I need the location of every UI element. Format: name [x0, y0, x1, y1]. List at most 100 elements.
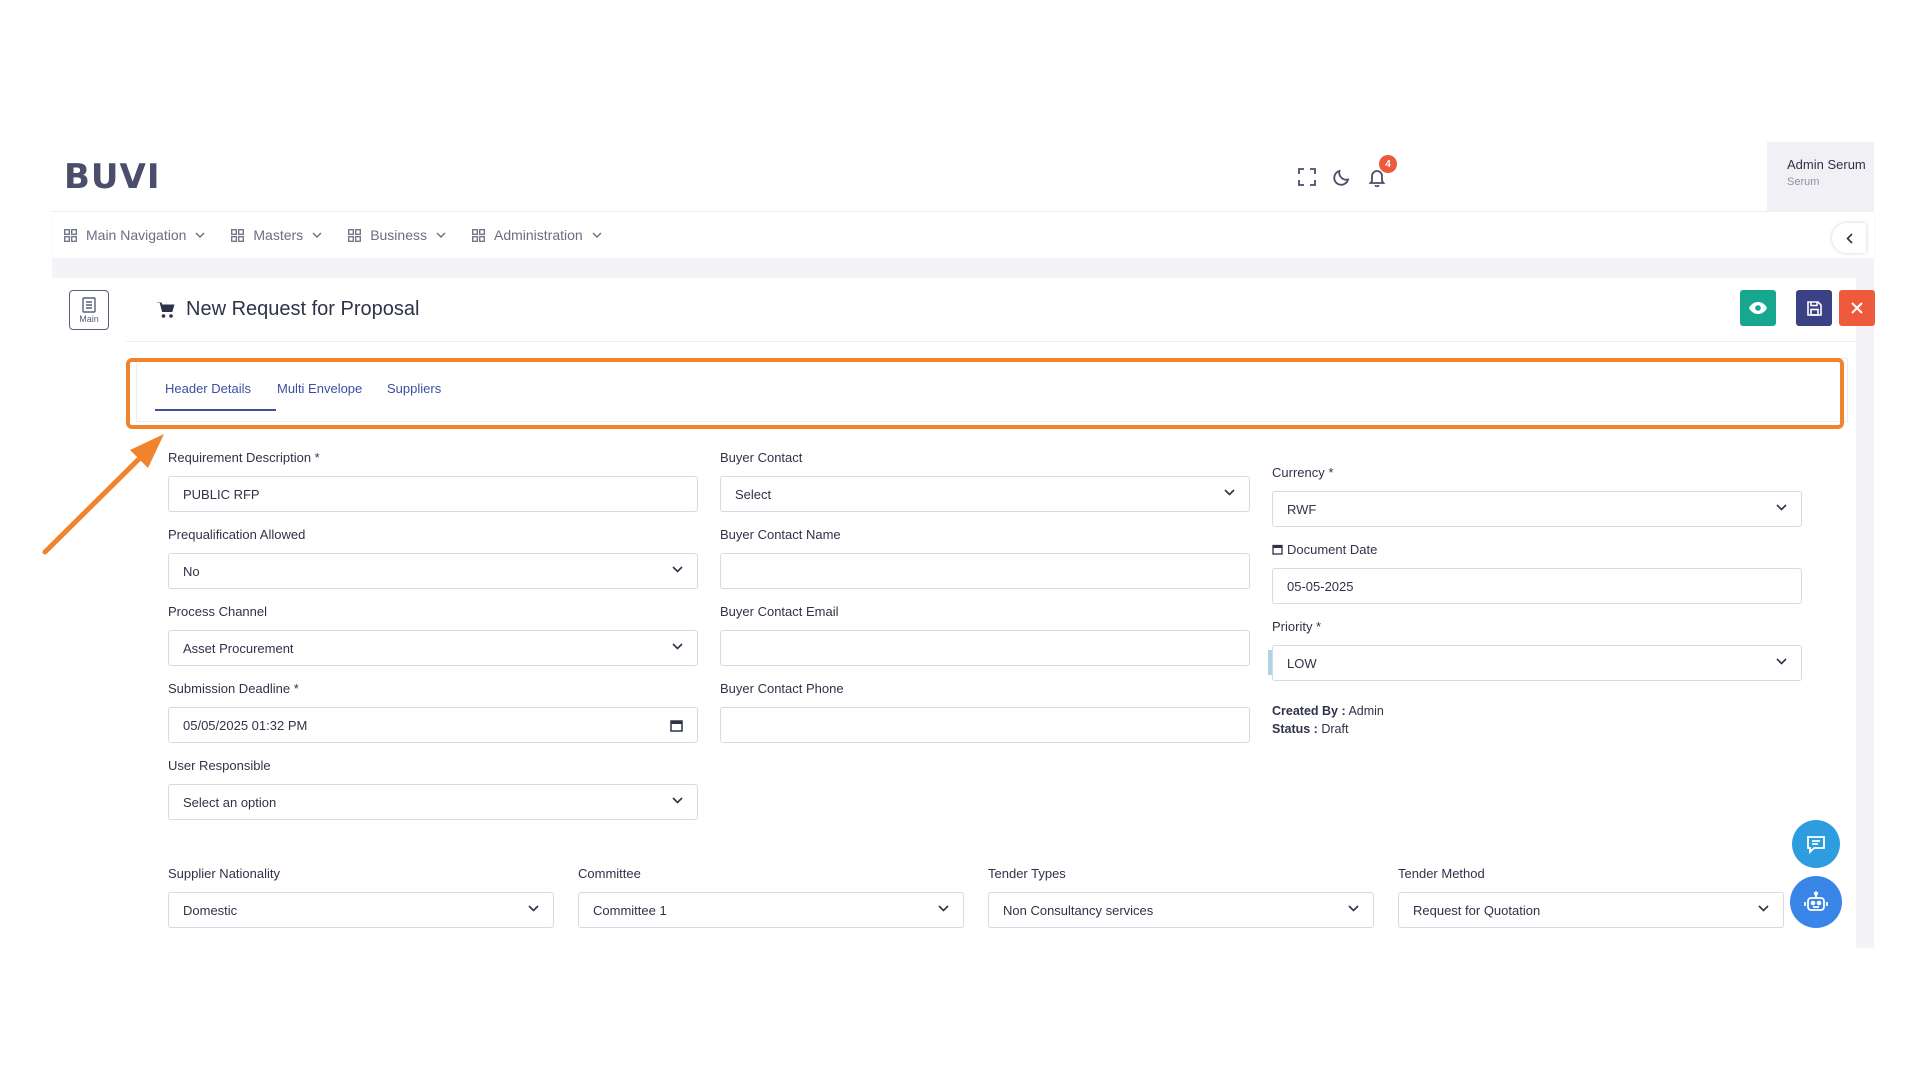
chat-button[interactable] — [1792, 820, 1840, 868]
label-prequalification: Prequalification Allowed — [168, 527, 306, 542]
currency-select[interactable]: RWF — [1272, 491, 1802, 527]
side-rail — [52, 278, 126, 948]
select-value: No — [183, 563, 200, 579]
requirement-description-input[interactable]: PUBLIC RFP — [168, 476, 698, 512]
arrow-annotation — [42, 434, 164, 555]
app-window: BUVI 4 Admin Serum Serum Main Navigation — [52, 142, 1890, 948]
chevron-down-icon — [672, 643, 683, 650]
label-tender-types: Tender Types — [988, 866, 1066, 881]
submission-deadline-input[interactable]: 05/05/2025 01:32 PM — [168, 707, 698, 743]
assistant-bot-button[interactable] — [1790, 876, 1842, 928]
sidebar-collapse-button[interactable] — [1832, 223, 1866, 253]
nav-main-navigation[interactable]: Main Navigation — [64, 227, 205, 243]
calendar-icon[interactable] — [670, 719, 683, 732]
label-buyer-contact: Buyer Contact — [720, 450, 803, 465]
eye-icon — [1749, 302, 1767, 314]
chevron-down-icon — [528, 905, 539, 912]
chevron-down-icon — [672, 797, 683, 804]
notification-badge: 4 — [1379, 155, 1397, 173]
user-name: Admin Serum — [1787, 157, 1866, 172]
nav-label: Masters — [253, 227, 304, 243]
grid-icon — [231, 228, 245, 242]
label-buyer-contact-email: Buyer Contact Email — [720, 604, 839, 619]
created-by-info: Created By : Admin — [1272, 704, 1384, 718]
label-process-channel: Process Channel — [168, 604, 267, 619]
cart-icon — [156, 301, 175, 318]
buyer-contact-email-input[interactable] — [720, 630, 1250, 666]
nav-label: Administration — [494, 227, 583, 243]
chevron-down-icon — [1776, 658, 1787, 665]
label-committee: Committee — [578, 866, 641, 881]
label-buyer-contact-phone: Buyer Contact Phone — [720, 681, 844, 696]
title-bar: New Request for Proposal — [126, 278, 1875, 342]
input-value: 05/05/2025 01:32 PM — [183, 717, 308, 733]
brand-logo[interactable]: BUVI — [64, 157, 161, 197]
tab-header-details[interactable]: Header Details — [165, 381, 251, 396]
chevron-down-icon — [312, 232, 322, 238]
label-submission-deadline: Submission Deadline * — [168, 681, 299, 696]
select-value: Select an option — [183, 794, 277, 810]
nav-label: Main Navigation — [86, 227, 187, 243]
user-responsible-select[interactable]: Select an option — [168, 784, 698, 820]
tender-method-select[interactable]: Request for Quotation — [1398, 892, 1784, 928]
moon-icon[interactable] — [1329, 164, 1355, 190]
input-value: PUBLIC RFP — [183, 486, 260, 502]
input-value: 05-05-2025 — [1287, 578, 1354, 594]
chevron-down-icon — [938, 905, 949, 912]
nav-administration[interactable]: Administration — [472, 227, 602, 243]
save-button[interactable] — [1796, 290, 1832, 326]
form-panel: New Request for Proposal Header Details … — [126, 278, 1875, 948]
process-channel-select[interactable]: Asset Procurement — [168, 630, 698, 666]
chevron-down-icon — [592, 232, 602, 238]
tab-multi-envelope[interactable]: Multi Envelope — [277, 381, 363, 396]
label-tender-method: Tender Method — [1398, 866, 1485, 881]
buyer-contact-name-input[interactable] — [720, 553, 1250, 589]
status-label: Status : — [1272, 722, 1318, 736]
preview-button[interactable] — [1740, 290, 1776, 326]
grid-icon — [472, 228, 485, 242]
main-module-label: Main — [79, 313, 99, 324]
select-value: Request for Quotation — [1413, 902, 1541, 918]
document-date-input[interactable]: 05-05-2025 — [1272, 568, 1802, 604]
created-by-label: Created By : — [1272, 704, 1346, 718]
tab-suppliers[interactable]: Suppliers — [387, 381, 442, 396]
select-value: Non Consultancy services — [1003, 902, 1154, 918]
main-module-button[interactable]: Main — [69, 290, 109, 330]
buyer-contact-phone-input[interactable] — [720, 707, 1250, 743]
user-menu[interactable]: Admin Serum Serum — [1767, 142, 1874, 212]
prequalification-select[interactable]: No — [168, 553, 698, 589]
select-value: Asset Procurement — [183, 640, 294, 656]
user-role: Serum — [1787, 176, 1820, 188]
buyer-contact-select[interactable]: Select — [720, 476, 1250, 512]
select-value: RWF — [1287, 501, 1317, 517]
chevron-down-icon — [195, 232, 205, 238]
select-value: Domestic — [183, 902, 238, 918]
nav-business[interactable]: Business — [348, 227, 446, 243]
main-navbar: Main Navigation Masters Business Adminis… — [52, 212, 1874, 258]
tabs-bar: Header Details Multi Envelope Suppliers — [136, 358, 1848, 422]
committee-select[interactable]: Committee 1 — [578, 892, 964, 928]
chat-icon — [1807, 835, 1825, 854]
page-title: New Request for Proposal — [156, 298, 419, 321]
robot-icon — [1804, 891, 1828, 911]
chevron-down-icon — [1348, 905, 1359, 912]
close-icon — [1851, 302, 1863, 314]
tender-types-select[interactable]: Non Consultancy services — [988, 892, 1374, 928]
close-button[interactable] — [1839, 290, 1875, 326]
top-header: BUVI 4 Admin Serum Serum — [52, 142, 1874, 212]
label-buyer-contact-name: Buyer Contact Name — [720, 527, 841, 542]
document-icon — [82, 296, 96, 313]
save-icon — [1806, 300, 1822, 316]
priority-select[interactable]: LOW — [1272, 645, 1802, 681]
label-priority: Priority * — [1272, 619, 1322, 634]
label-document-date: Document Date — [1272, 542, 1377, 557]
nav-masters[interactable]: Masters — [231, 227, 322, 243]
bell-icon[interactable]: 4 — [1364, 155, 1397, 190]
fullscreen-icon[interactable] — [1294, 164, 1320, 190]
supplier-nationality-select[interactable]: Domestic — [168, 892, 554, 928]
select-value: Committee 1 — [593, 902, 667, 918]
grid-icon — [348, 228, 362, 242]
chevron-left-icon — [1845, 232, 1853, 244]
chevron-down-icon — [1224, 489, 1235, 496]
label-document-date-text: Document Date — [1287, 542, 1378, 557]
